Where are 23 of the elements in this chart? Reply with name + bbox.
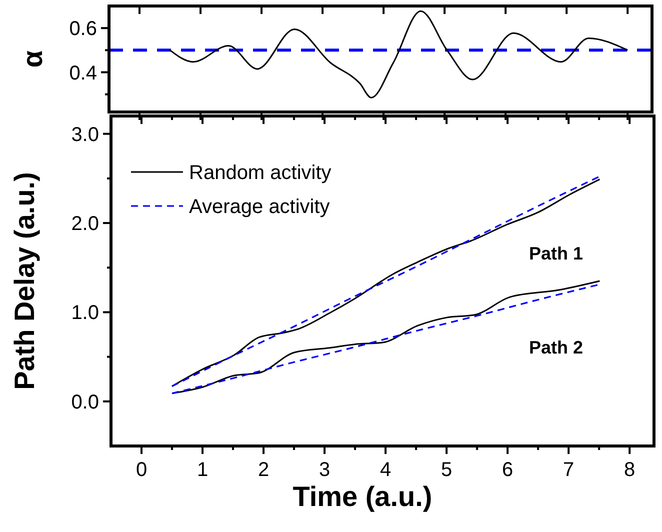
x-tick-label: 1 — [196, 459, 208, 481]
y-tick-label: 0.6 — [69, 18, 97, 40]
x-tick-label: 5 — [441, 459, 452, 481]
x-tick-label: 2 — [258, 459, 270, 481]
x-tick-label: 4 — [380, 459, 392, 481]
y-tick-label: 1.0 — [71, 302, 99, 324]
y-tick-label: 0.4 — [69, 62, 97, 84]
annotation: Path 2 — [528, 337, 584, 358]
y-tick-label: 0.0 — [71, 391, 99, 414]
annotation: Path 1 — [528, 243, 584, 264]
legend-label: Random activity — [189, 162, 332, 184]
line-series — [169, 10, 628, 98]
x-tick-label: 3 — [318, 459, 330, 481]
x-tick-label: 0 — [136, 459, 148, 481]
y-axis-title: Path Delay (a.u.) — [9, 172, 40, 390]
legend-label: Average activity — [189, 196, 330, 218]
x-tick-label: 8 — [624, 459, 636, 481]
x-tick-label: 6 — [502, 459, 514, 481]
x-tick-label: 7 — [563, 459, 574, 481]
x-axis-title: Time (a.u.) — [292, 481, 432, 512]
y-tick-label: 2.0 — [71, 213, 99, 236]
y-axis-title: α — [17, 50, 48, 68]
y-tick-label: 3.0 — [71, 124, 99, 146]
